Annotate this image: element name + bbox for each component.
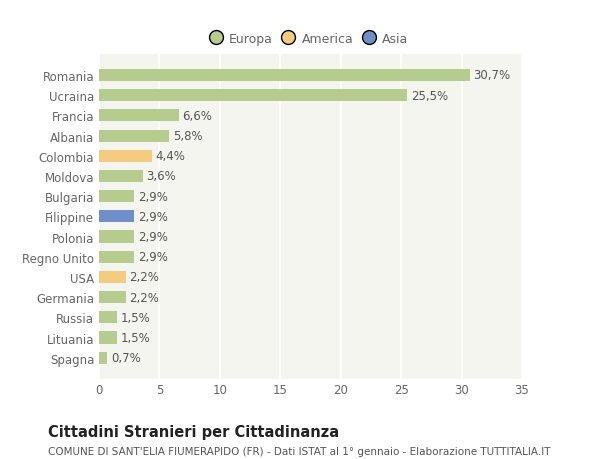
Bar	[99, 190, 134, 203]
Bar	[99, 70, 470, 82]
Text: 1,5%: 1,5%	[121, 331, 151, 344]
Text: 4,4%: 4,4%	[156, 150, 185, 163]
Bar	[99, 332, 117, 344]
Text: 2,9%: 2,9%	[137, 210, 167, 224]
Bar	[99, 251, 134, 263]
Text: 2,9%: 2,9%	[137, 251, 167, 263]
Bar	[99, 291, 125, 303]
Text: 2,9%: 2,9%	[137, 190, 167, 203]
Bar	[99, 352, 107, 364]
Text: 5,8%: 5,8%	[173, 130, 202, 143]
Bar	[99, 231, 134, 243]
Bar	[99, 151, 152, 162]
Text: 2,2%: 2,2%	[129, 271, 159, 284]
Bar	[99, 110, 179, 122]
Bar	[99, 130, 169, 142]
Text: 1,5%: 1,5%	[121, 311, 151, 324]
Text: 2,9%: 2,9%	[137, 230, 167, 244]
Text: 2,2%: 2,2%	[129, 291, 159, 304]
Text: 0,7%: 0,7%	[111, 352, 141, 364]
Bar	[99, 90, 407, 102]
Bar	[99, 312, 117, 324]
Bar	[99, 211, 134, 223]
Bar	[99, 171, 143, 183]
Text: 6,6%: 6,6%	[182, 110, 212, 123]
Text: COMUNE DI SANT'ELIA FIUMERAPIDO (FR) - Dati ISTAT al 1° gennaio - Elaborazione T: COMUNE DI SANT'ELIA FIUMERAPIDO (FR) - D…	[48, 446, 551, 456]
Text: Cittadini Stranieri per Cittadinanza: Cittadini Stranieri per Cittadinanza	[48, 425, 339, 440]
Legend: Europa, America, Asia: Europa, America, Asia	[209, 29, 412, 50]
Bar	[99, 271, 125, 283]
Text: 25,5%: 25,5%	[411, 90, 448, 102]
Text: 3,6%: 3,6%	[146, 170, 176, 183]
Text: 30,7%: 30,7%	[473, 69, 511, 82]
